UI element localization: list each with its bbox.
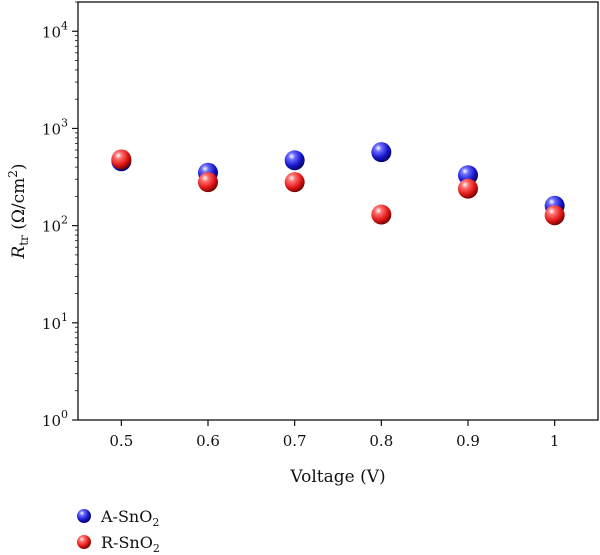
y-tick-label: 103: [42, 116, 68, 138]
data-point-r-sno2: [371, 204, 392, 225]
legend-marker-a-sno2: [77, 509, 91, 523]
legend-label-a-sno2: A-SnO2: [100, 507, 159, 529]
y-axis-title-unit-suffix: ): [9, 163, 29, 170]
y-axis-title-unit: (Ω/cm: [9, 178, 29, 236]
x-tick-label: 1: [550, 432, 560, 450]
x-tick-label: 0.8: [369, 432, 393, 450]
y-tick-label: 100: [42, 408, 68, 430]
data-point-a-sno2: [371, 142, 392, 163]
y-tick-label: 101: [42, 311, 68, 333]
x-tick-label: 0.6: [196, 432, 220, 450]
y-axis-title-unit-sup: 2: [6, 170, 20, 178]
legend-label-r-sno2: R-SnO2: [101, 533, 160, 555]
plot-frame: [77, 1, 599, 421]
y-axis-title-symbol: R: [9, 246, 29, 260]
y-axis-title: Rtr (Ω/cm2): [6, 163, 31, 259]
y-axis-ticks: 100 101 102 103 104: [42, 1, 78, 430]
legend-marker-r-sno2: [77, 535, 91, 549]
data-point-a-sno2: [284, 150, 305, 171]
data-points: [111, 142, 565, 226]
y-tick-label: 102: [42, 214, 68, 236]
y-axis-title-subscript: tr: [17, 235, 31, 246]
x-tick-label: 0.5: [109, 432, 133, 450]
x-tick-label: 0.7: [283, 432, 307, 450]
x-tick-label: 0.9: [456, 432, 480, 450]
data-point-r-sno2: [198, 172, 218, 193]
data-point-r-sno2: [111, 149, 132, 170]
data-point-r-sno2: [544, 205, 565, 226]
data-point-r-sno2: [284, 172, 305, 193]
data-point-r-sno2: [458, 178, 478, 199]
y-tick-label: 104: [42, 19, 68, 41]
x-axis-title: Voltage (V): [289, 467, 385, 487]
legend: A-SnO2 R-SnO2: [77, 507, 160, 555]
x-axis-ticks: 0.5 0.6 0.7 0.8 0.9 1: [109, 420, 559, 450]
